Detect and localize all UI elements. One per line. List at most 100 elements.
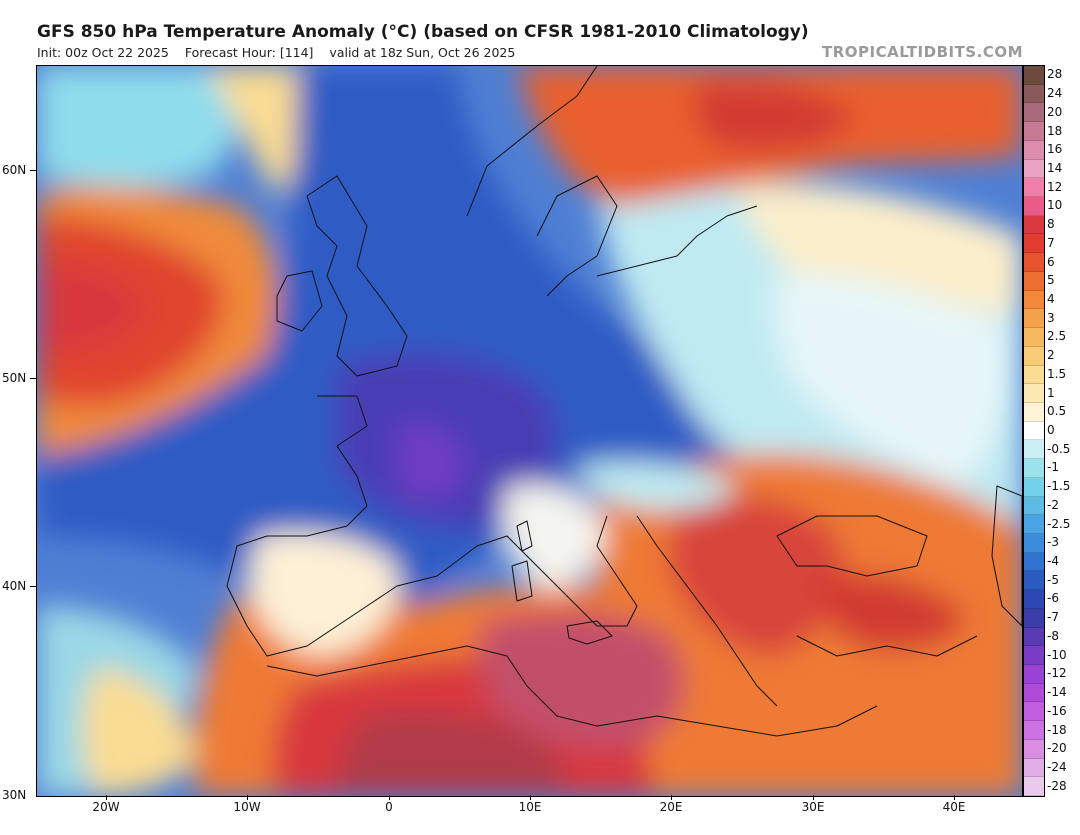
colorbar-swatch [1024, 346, 1044, 366]
lat-label-60n: 60N [2, 163, 27, 177]
brand-watermark: TROPICALTIDBITS.COM [822, 43, 1023, 61]
colorbar-label: 1.5 [1047, 366, 1067, 381]
colorbar-swatch [1024, 739, 1044, 759]
colorbar-label: -5 [1047, 572, 1059, 587]
colorbar-swatch [1024, 421, 1044, 441]
colorbar-label: 1 [1047, 385, 1055, 400]
colorbar-swatch [1024, 122, 1044, 141]
lat-label-30n: 30N [2, 788, 27, 802]
colorbar-swatch [1024, 758, 1044, 778]
colorbar-swatch [1024, 328, 1044, 347]
colorbar-swatch [1024, 253, 1044, 272]
colorbar-swatch [1024, 271, 1044, 291]
colorbar-label: 12 [1047, 179, 1063, 194]
lon-tick [247, 795, 248, 800]
lon-tick [671, 795, 672, 800]
colorbar-label: -20 [1047, 741, 1067, 756]
colorbar-labels: 28 24 20 18 16 14 12 10 8 7 6 5 4 3 2.5 2 1.5 1 0.5 0 -0.5 -1… [1047, 65, 1080, 795]
lat-tick [30, 586, 36, 587]
colorbar-swatch [1024, 608, 1044, 628]
colorbar-swatch [1024, 365, 1044, 385]
run-info: Init: 00z Oct 22 2025 Forecast Hour: [11… [37, 45, 527, 60]
colorbar-label: 5 [1047, 273, 1055, 288]
colorbar-swatch [1024, 197, 1044, 216]
lat-tick [30, 378, 36, 379]
colorbar-label: -24 [1047, 759, 1067, 774]
colorbar-label: -2.5 [1047, 516, 1071, 531]
colorbar-swatch [1024, 290, 1044, 310]
colorbar-swatch [1024, 777, 1044, 797]
colorbar-label: -16 [1047, 703, 1067, 718]
colorbar-swatch [1024, 459, 1044, 478]
colorbar-label: 3 [1047, 310, 1055, 325]
colorbar-label: 24 [1047, 86, 1063, 101]
colorbar-swatch [1024, 309, 1044, 329]
colorbar-swatch [1024, 533, 1044, 553]
colorbar-swatch [1024, 515, 1044, 534]
colorbar-label: 14 [1047, 160, 1063, 175]
colorbar-label: -0.5 [1047, 441, 1071, 456]
colorbar-swatch [1024, 552, 1044, 572]
lon-label-10w: 10W [233, 800, 261, 814]
colorbar-label: -7 [1047, 610, 1059, 625]
colorbar-swatch [1024, 140, 1044, 160]
colorbar-swatch [1024, 234, 1044, 254]
colorbar-swatch [1024, 66, 1044, 85]
lon-label-10e: 10E [518, 800, 542, 814]
lon-tick [530, 795, 531, 800]
colorbar-swatch [1024, 178, 1044, 198]
lon-label-40e: 40E [942, 800, 966, 814]
colorbar-swatch [1024, 721, 1044, 740]
lon-tick [813, 795, 814, 800]
lon-tick [954, 795, 955, 800]
valid-time: valid at 18z Sun, Oct 26 2025 [329, 45, 516, 60]
colorbar-swatch [1024, 477, 1044, 497]
colorbar-label: -12 [1047, 666, 1067, 681]
colorbar-label: 10 [1047, 198, 1063, 213]
colorbar-swatch [1024, 590, 1044, 609]
colorbar-label: 4 [1047, 291, 1055, 306]
colorbar-swatch [1024, 103, 1044, 123]
colorbar-label: -28 [1047, 778, 1067, 793]
colorbar-swatch [1024, 84, 1044, 104]
colorbar-label: -18 [1047, 722, 1067, 737]
lon-label-20e: 20E [659, 800, 683, 814]
map-title: GFS 850 hPa Temperature Anomaly (°C) (ba… [37, 22, 809, 42]
colorbar-label: 20 [1047, 104, 1063, 119]
colorbar-label: 7 [1047, 235, 1055, 250]
colorbar-label: -10 [1047, 647, 1067, 662]
lat-label-50n: 50N [2, 371, 27, 385]
colorbar-label: 0.5 [1047, 404, 1067, 419]
forecast-hour: Forecast Hour: [114] [184, 45, 314, 60]
colorbar-legend [1023, 65, 1045, 797]
colorbar-label: 2 [1047, 348, 1055, 363]
colorbar-label: 18 [1047, 123, 1063, 138]
colorbar-swatch [1024, 402, 1044, 422]
anomaly-map[interactable] [36, 65, 1023, 797]
colorbar-swatch [1024, 215, 1044, 235]
lon-tick [389, 795, 390, 800]
colorbar-swatch [1024, 571, 1044, 591]
colorbar-label: -4 [1047, 554, 1059, 569]
colorbar-label: -6 [1047, 591, 1059, 606]
colorbar-swatch [1024, 665, 1044, 684]
colorbar-label: 0 [1047, 423, 1055, 438]
colorbar-label: 6 [1047, 254, 1055, 269]
colorbar-label: -14 [1047, 685, 1067, 700]
colorbar-label: -8 [1047, 628, 1059, 643]
lat-label-40n: 40N [2, 579, 27, 593]
colorbar-swatch [1024, 683, 1044, 703]
colorbar-swatch [1024, 159, 1044, 179]
colorbar-label: -2 [1047, 497, 1059, 512]
colorbar-swatch [1024, 702, 1044, 722]
colorbar-swatch [1024, 384, 1044, 403]
colorbar-label: 28 [1047, 67, 1063, 82]
colorbar-label: 2.5 [1047, 329, 1067, 344]
colorbar-label: -1 [1047, 460, 1059, 475]
colorbar-swatch [1024, 496, 1044, 516]
lon-label-20w: 20W [92, 800, 120, 814]
lat-tick [30, 170, 36, 171]
init-time: Init: 00z Oct 22 2025 [37, 45, 169, 60]
lon-label-30e: 30E [801, 800, 825, 814]
colorbar-label: 8 [1047, 217, 1055, 232]
